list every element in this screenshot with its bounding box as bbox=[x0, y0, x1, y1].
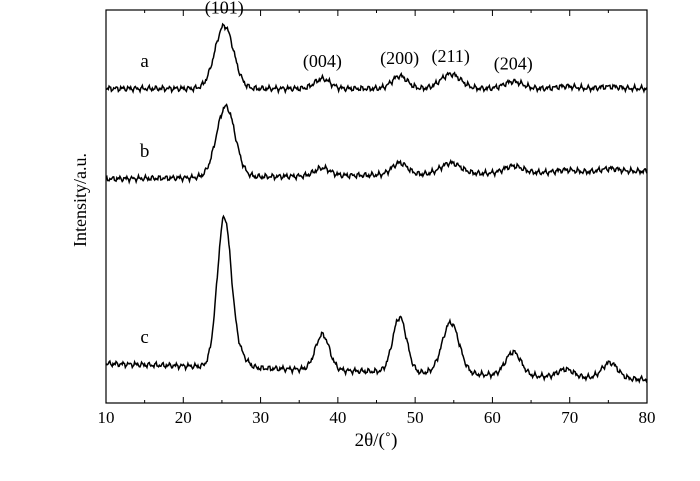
series-label-a: a bbox=[140, 51, 149, 72]
series-group bbox=[105, 22, 648, 384]
x-axis-label: 2θ/(˚) bbox=[355, 430, 398, 451]
peak-label-4: (204) bbox=[494, 54, 533, 75]
x-tick-label-40: 40 bbox=[329, 408, 346, 427]
x-tick-label-20: 20 bbox=[175, 408, 192, 427]
peak-label-1: (004) bbox=[303, 51, 342, 72]
series-line-a bbox=[105, 22, 648, 95]
x-tick-label-10: 10 bbox=[98, 408, 115, 427]
x-tick-label-50: 50 bbox=[407, 408, 424, 427]
x-tick-label-70: 70 bbox=[561, 408, 578, 427]
series-line-b bbox=[105, 103, 648, 185]
peak-label-0: (101) bbox=[205, 0, 244, 19]
peak-label-2: (200) bbox=[380, 48, 419, 69]
series-label-c: c bbox=[140, 327, 148, 348]
peak-label-3: (211) bbox=[432, 46, 470, 67]
series-labels-group: a b c bbox=[140, 51, 150, 348]
x-tick-label-30: 30 bbox=[252, 408, 269, 427]
y-axis-label: Intensity/a.u. bbox=[70, 153, 90, 247]
peak-labels-group: (101) (004) (200) (211) (204) bbox=[205, 0, 533, 75]
x-tick-label-80: 80 bbox=[639, 408, 656, 427]
series-line-c bbox=[105, 214, 648, 384]
series-label-b: b bbox=[140, 141, 150, 162]
x-axis-ticks: 10 20 30 40 50 60 70 80 bbox=[98, 10, 656, 427]
x-tick-label-60: 60 bbox=[484, 408, 501, 427]
plot-frame bbox=[105, 9, 648, 404]
